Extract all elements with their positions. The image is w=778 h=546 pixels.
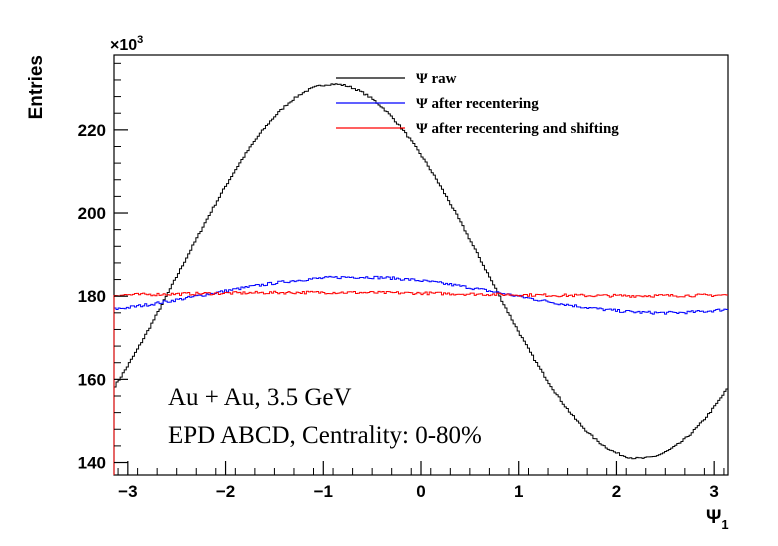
y-multiplier-exponent: 3 <box>137 34 143 46</box>
legend: Ψ raw Ψ after recentering Ψ after recent… <box>336 71 619 137</box>
plot-frame <box>113 54 729 476</box>
x-axis-title: Ψ1 <box>706 507 729 532</box>
annotation-collision: Au + Au, 3.5 GeV <box>168 384 352 411</box>
x-tick-label: 1 <box>514 482 523 501</box>
annotation-detector: EPD ABCD, Centrality: 0-80% <box>168 422 482 449</box>
x-tick-label: 2 <box>612 482 621 501</box>
y-axis-title: Entries <box>26 55 47 119</box>
y-tick-label: 140 <box>78 454 106 473</box>
legend-label-shifting: Ψ after recentering and shifting <box>416 121 619 137</box>
legend-label-recentering: Ψ after recentering <box>416 96 539 112</box>
series-recentering-line <box>113 275 728 475</box>
y-multiplier: ×103 <box>110 34 143 54</box>
series-layer <box>113 83 728 475</box>
x-tick-label: 3 <box>709 482 718 501</box>
x-axis-title-subscript: 1 <box>721 517 728 532</box>
series-raw-line <box>113 83 728 475</box>
y-tick-label: 220 <box>78 121 106 140</box>
series-shifting-line <box>113 290 728 475</box>
y-tick-label: 180 <box>78 287 106 306</box>
x-tick-label: −1 <box>314 482 333 501</box>
y-tick-label: 160 <box>78 370 106 389</box>
y-tick-label: 200 <box>78 204 106 223</box>
legend-label-raw: Ψ raw <box>416 71 457 87</box>
x-tick-label: 0 <box>416 482 425 501</box>
x-tick-label: −2 <box>216 482 235 501</box>
y-axis: 140 160 180 200 220 <box>78 62 128 473</box>
x-axis: −3 −2 −1 0 1 2 3 <box>117 461 725 501</box>
x-tick-label: −3 <box>118 482 137 501</box>
